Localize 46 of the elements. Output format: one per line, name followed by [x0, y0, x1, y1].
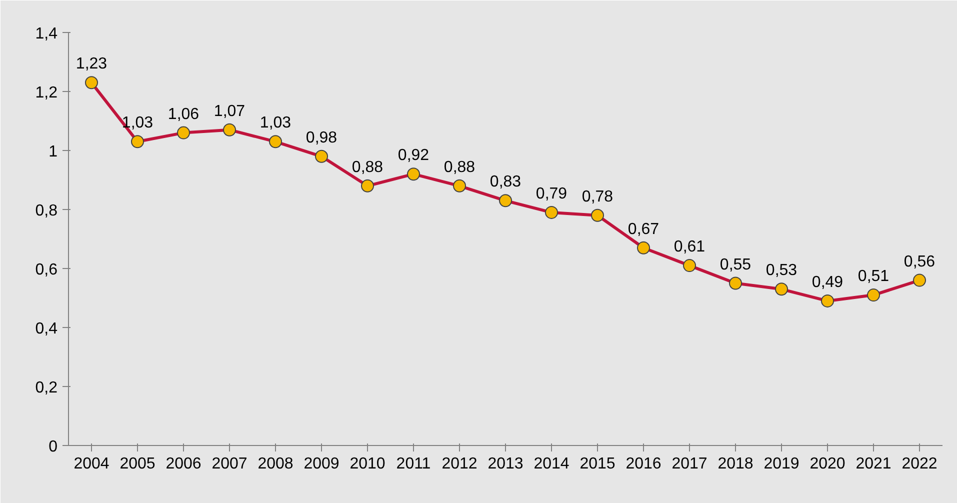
x-tick-label: 2016 [626, 456, 662, 472]
data-label: 0,78 [582, 188, 614, 206]
y-tick-label: 1,4 [35, 26, 58, 42]
y-tick-label: 1,2 [35, 84, 58, 102]
x-tick-label: 2005 [120, 456, 156, 472]
data-label: 1,03 [122, 114, 154, 132]
x-tick-label: 2020 [810, 456, 846, 472]
data-label: 0,83 [490, 174, 522, 191]
x-tick-label: 2009 [304, 456, 340, 472]
data-label: 0,56 [904, 253, 936, 270]
x-tick-label: 2015 [580, 456, 616, 472]
y-tick-label: 0,6 [35, 262, 58, 278]
x-tick-label: 2017 [672, 456, 708, 472]
y-tick-label: 0,8 [35, 202, 58, 220]
y-tick-label: 0 [48, 438, 58, 456]
x-tick-label: 2018 [718, 456, 754, 472]
y-tick-label: 0,4 [35, 320, 58, 338]
x-tick-label: 2021 [856, 456, 892, 472]
data-label: 1,07 [214, 102, 246, 120]
data-label: 0,92 [398, 147, 430, 164]
y-tick-label: 0,2 [35, 380, 58, 396]
data-label: 1,23 [76, 56, 108, 73]
data-label: 0,49 [812, 274, 844, 291]
x-tick-label: 2006 [166, 456, 202, 472]
y-tick-label: 1 [48, 144, 58, 160]
data-label: 0,88 [352, 158, 384, 176]
data-label: 0,51 [858, 268, 890, 286]
data-label: 0,98 [306, 129, 338, 146]
data-label: 0,53 [766, 262, 798, 280]
x-tick-label: 2011 [396, 456, 431, 472]
x-tick-label: 2019 [764, 456, 800, 472]
x-tick-label: 2007 [212, 456, 248, 472]
x-tick-label: 2010 [350, 456, 386, 472]
x-tick-label: 2014 [534, 456, 570, 472]
x-tick-label: 2013 [488, 456, 524, 472]
data-label: 1,03 [260, 114, 292, 132]
data-label: 0,88 [444, 158, 476, 176]
data-label: 0,79 [536, 185, 568, 202]
x-tick-label: 2004 [74, 456, 110, 472]
data-label: 0,55 [720, 256, 752, 274]
x-tick-label: 2008 [258, 456, 294, 472]
x-tick-label: 2022 [902, 456, 938, 472]
data-label: 0,67 [628, 220, 660, 238]
x-tick-label: 2012 [442, 456, 478, 472]
data-label: 0,61 [674, 238, 706, 256]
data-label: 1,06 [168, 106, 200, 123]
